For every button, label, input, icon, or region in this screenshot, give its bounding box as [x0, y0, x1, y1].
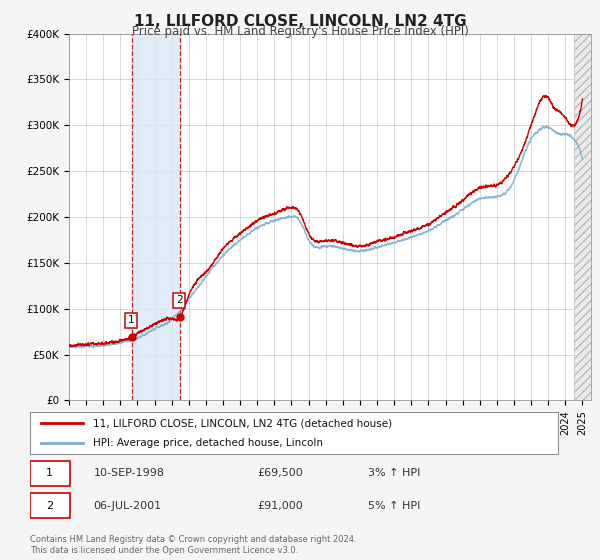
FancyBboxPatch shape: [30, 461, 70, 486]
FancyBboxPatch shape: [30, 493, 70, 518]
Text: HPI: Average price, detached house, Lincoln: HPI: Average price, detached house, Linc…: [94, 438, 323, 448]
Text: 11, LILFORD CLOSE, LINCOLN, LN2 4TG: 11, LILFORD CLOSE, LINCOLN, LN2 4TG: [134, 14, 466, 29]
Text: £69,500: £69,500: [257, 468, 303, 478]
Text: 10-SEP-1998: 10-SEP-1998: [94, 468, 164, 478]
Bar: [132, 34, 180, 400]
Text: £91,000: £91,000: [257, 501, 303, 511]
Text: Contains HM Land Registry data © Crown copyright and database right 2024.: Contains HM Land Registry data © Crown c…: [30, 535, 356, 544]
Text: 3% ↑ HPI: 3% ↑ HPI: [368, 468, 420, 478]
Text: Price paid vs. HM Land Registry's House Price Index (HPI): Price paid vs. HM Land Registry's House …: [131, 25, 469, 38]
Text: This data is licensed under the Open Government Licence v3.0.: This data is licensed under the Open Gov…: [30, 546, 298, 555]
Text: 1: 1: [46, 468, 53, 478]
Text: 11, LILFORD CLOSE, LINCOLN, LN2 4TG (detached house): 11, LILFORD CLOSE, LINCOLN, LN2 4TG (det…: [94, 418, 392, 428]
Text: 2: 2: [46, 501, 53, 511]
Bar: [574, 34, 591, 400]
Text: 06-JUL-2001: 06-JUL-2001: [94, 501, 161, 511]
Text: 1: 1: [128, 315, 134, 325]
Text: 5% ↑ HPI: 5% ↑ HPI: [368, 501, 420, 511]
Text: 2: 2: [176, 296, 183, 305]
